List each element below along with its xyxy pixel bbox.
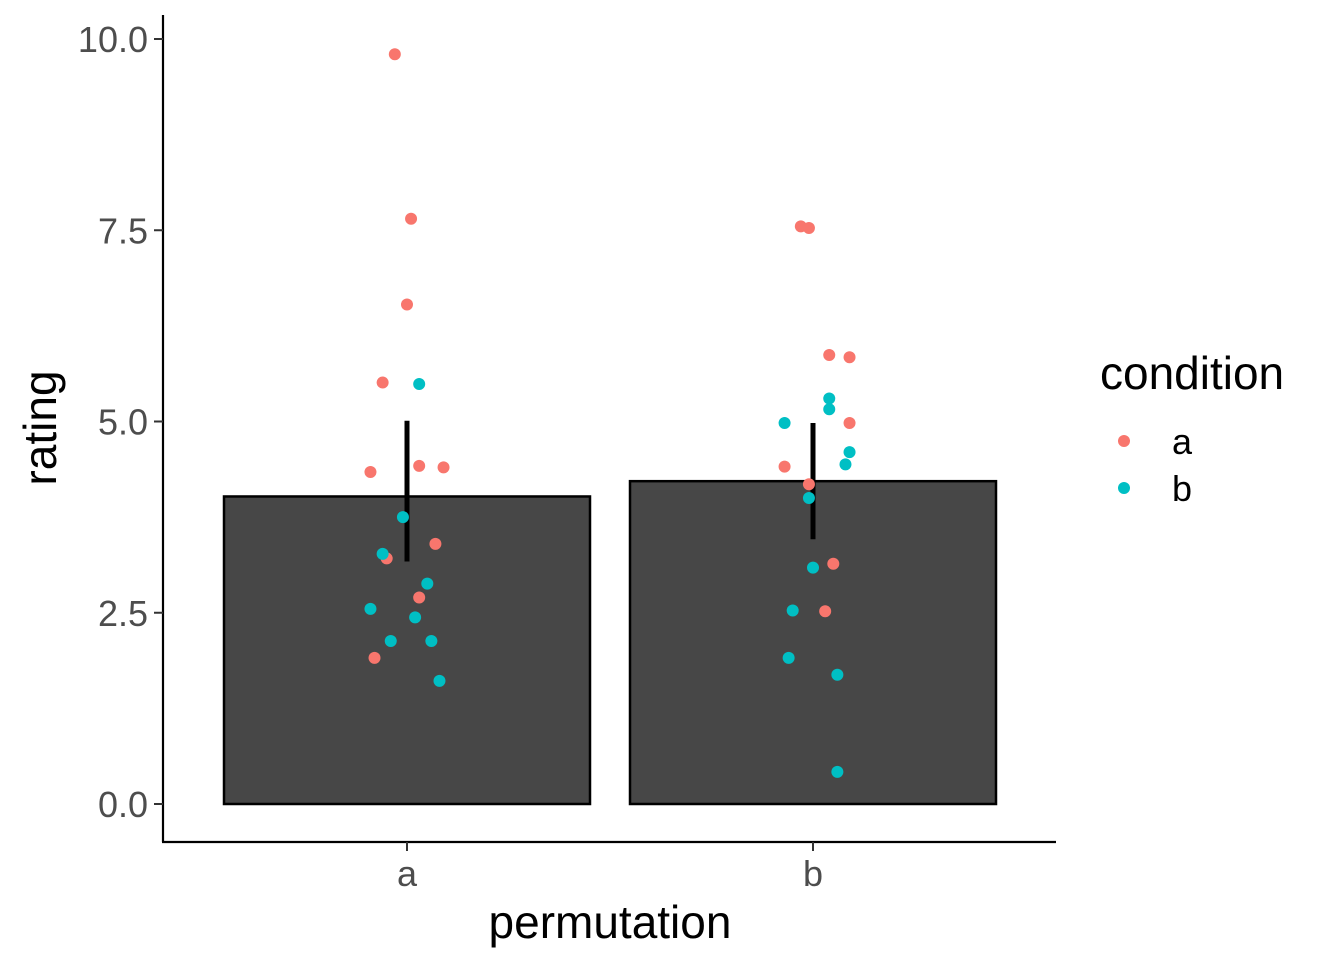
y-tick-label: 0.0 xyxy=(98,784,148,825)
legend-label-b: b xyxy=(1172,468,1192,509)
data-point xyxy=(778,417,791,430)
data-point xyxy=(802,478,815,491)
data-point xyxy=(782,651,795,664)
legend-key-b xyxy=(1118,482,1130,494)
axes-layer xyxy=(161,15,1056,844)
legend-label-a: a xyxy=(1172,421,1193,462)
data-point xyxy=(376,376,389,389)
legend-title: condition xyxy=(1100,347,1284,399)
data-point xyxy=(401,298,413,311)
y-tick-label: 7.5 xyxy=(98,210,148,251)
data-point xyxy=(819,605,832,618)
data-point xyxy=(405,212,418,225)
data-point xyxy=(437,461,450,474)
data-point xyxy=(831,668,844,681)
x-tick-label: b xyxy=(803,853,823,894)
data-point xyxy=(843,351,856,364)
data-point xyxy=(839,458,852,471)
x-axis-title: permutation xyxy=(489,896,732,948)
legend-key-a xyxy=(1118,435,1130,447)
data-point xyxy=(843,417,856,430)
y-tick-label: 5.0 xyxy=(98,402,148,443)
data-point xyxy=(823,403,836,416)
data-point xyxy=(778,460,791,473)
data-point xyxy=(413,591,426,604)
legend-entries: ab xyxy=(1118,421,1193,509)
data-point xyxy=(433,674,446,687)
y-ticks: 0.0 2.5 5.0 7.5 10.0 xyxy=(78,19,163,825)
data-point xyxy=(368,651,381,664)
data-point xyxy=(413,378,426,391)
data-point xyxy=(827,557,840,570)
y-axis-title: rating xyxy=(14,370,66,485)
y-tick-label: 2.5 xyxy=(98,593,148,634)
x-tick-label: a xyxy=(397,853,418,894)
data-point xyxy=(425,635,438,648)
data-point xyxy=(429,537,442,550)
data-point xyxy=(823,392,836,405)
y-tick-label: 10.0 xyxy=(78,19,148,60)
data-point xyxy=(786,604,799,617)
data-point xyxy=(823,348,836,361)
points-layer xyxy=(364,48,856,778)
data-point xyxy=(388,48,401,61)
data-point xyxy=(807,561,819,574)
data-point xyxy=(384,635,397,648)
data-point xyxy=(831,765,844,778)
data-point xyxy=(421,577,434,590)
data-point xyxy=(843,446,856,459)
bars-layer xyxy=(222,479,998,806)
legend: condition ab xyxy=(1100,347,1284,509)
data-point xyxy=(413,459,426,472)
data-point xyxy=(802,492,815,504)
data-point xyxy=(409,611,422,624)
data-point xyxy=(364,602,377,615)
data-point xyxy=(396,511,409,524)
data-point xyxy=(802,221,815,234)
data-point xyxy=(376,547,389,560)
data-point xyxy=(364,465,377,478)
